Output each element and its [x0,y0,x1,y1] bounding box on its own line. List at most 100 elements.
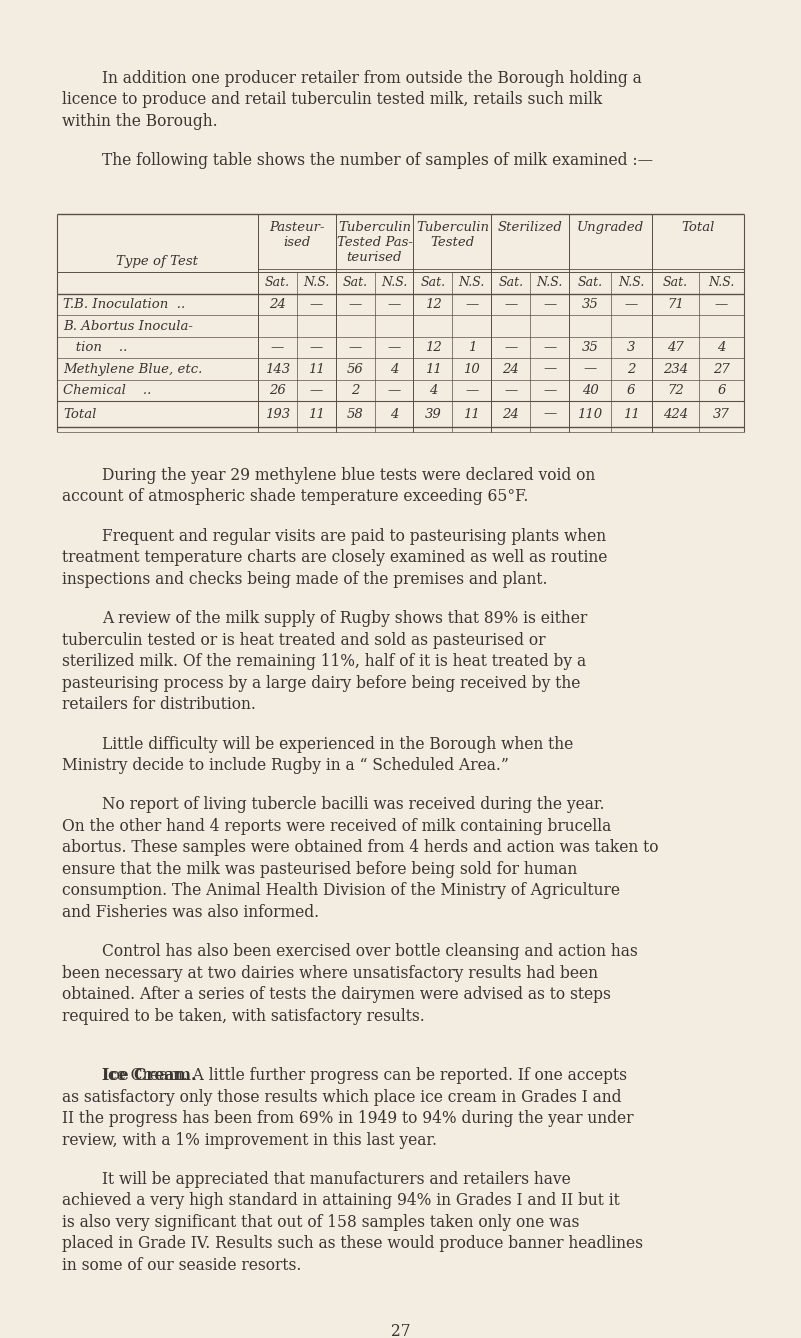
Text: inspections and checks being made of the premises and plant.: inspections and checks being made of the… [62,571,548,587]
Text: 6: 6 [718,384,726,397]
Text: Frequent and regular visits are paid to pasteurising plants when: Frequent and regular visits are paid to … [102,527,606,545]
Text: —: — [625,298,638,312]
Text: 37: 37 [713,408,730,420]
Text: —: — [543,298,557,312]
Text: —: — [505,298,517,312]
Text: N.S.: N.S. [459,277,485,289]
Text: 11: 11 [464,408,481,420]
Text: —: — [309,298,323,312]
Text: The following table shows the number of samples of milk examined :—: The following table shows the number of … [102,153,653,170]
Text: 11: 11 [623,408,640,420]
Text: placed in Grade IV. Results such as these would produce banner headlines: placed in Grade IV. Results such as thes… [62,1235,643,1252]
Text: pasteurising process by a large dairy before being received by the: pasteurising process by a large dairy be… [62,674,581,692]
Text: Chemical    ..: Chemical .. [63,384,151,397]
Text: Sat.: Sat. [343,277,368,289]
Text: in some of our seaside resorts.: in some of our seaside resorts. [62,1256,301,1274]
Text: 35: 35 [582,341,598,355]
Text: Pasteur-
ised: Pasteur- ised [269,221,324,249]
Text: —: — [388,384,400,397]
Text: Type of Test: Type of Test [116,254,199,268]
Text: 3: 3 [627,341,635,355]
Text: Ministry decide to include Rugby in a “ Scheduled Area.”: Ministry decide to include Rugby in a “ … [62,757,509,773]
Text: 4: 4 [390,363,398,376]
Text: 12: 12 [425,341,441,355]
Text: 4: 4 [718,341,726,355]
Text: and Fisheries was also informed.: and Fisheries was also informed. [62,903,319,921]
Text: 47: 47 [667,341,684,355]
Text: —: — [309,384,323,397]
Text: 1: 1 [468,341,476,355]
Text: N.S.: N.S. [537,277,563,289]
Text: N.S.: N.S. [380,277,407,289]
Text: 11: 11 [425,363,441,376]
Text: sterilized milk. Of the remaining 11%, half of it is heat treated by a: sterilized milk. Of the remaining 11%, h… [62,653,586,670]
Text: review, with a 1% improvement in this last year.: review, with a 1% improvement in this la… [62,1132,437,1148]
Text: Sat.: Sat. [498,277,523,289]
Text: 424: 424 [663,408,688,420]
Text: —: — [505,341,517,355]
Text: Sterilized: Sterilized [498,221,563,234]
Text: Sat.: Sat. [578,277,602,289]
Text: In addition one producer retailer from outside the Borough holding a: In addition one producer retailer from o… [102,70,642,87]
Text: No report of living tubercle bacilli was received during the year.: No report of living tubercle bacilli was… [102,796,605,814]
Text: N.S.: N.S. [618,277,645,289]
Text: tion    ..: tion .. [63,341,127,355]
Text: retailers for distribution.: retailers for distribution. [62,696,256,713]
Text: licence to produce and retail tuberculin tested milk, retails such milk: licence to produce and retail tuberculin… [62,91,602,108]
Text: required to be taken, with satisfactory results.: required to be taken, with satisfactory … [62,1008,425,1025]
Text: 11: 11 [308,408,324,420]
Text: consumption. The Animal Health Division of the Ministry of Agriculture: consumption. The Animal Health Division … [62,882,620,899]
Text: treatment temperature charts are closely examined as well as routine: treatment temperature charts are closely… [62,550,607,566]
Text: Sat.: Sat. [421,277,445,289]
Text: Methylene Blue, etc.: Methylene Blue, etc. [63,363,203,376]
Text: Total: Total [682,221,714,234]
Text: 56: 56 [347,363,364,376]
Text: 27: 27 [391,1323,410,1338]
Text: within the Borough.: within the Borough. [62,112,218,130]
Text: tuberculin tested or is heat treated and sold as pasteurised or: tuberculin tested or is heat treated and… [62,632,545,649]
Text: 26: 26 [269,384,285,397]
Text: 234: 234 [663,363,688,376]
Text: B. Abortus Inocula-: B. Abortus Inocula- [63,320,193,333]
Text: —: — [348,298,362,312]
Text: A review of the milk supply of Rugby shows that 89% is either: A review of the milk supply of Rugby sho… [102,610,587,628]
Text: 2: 2 [351,384,359,397]
Text: 11: 11 [308,363,324,376]
Text: During the year 29 methylene blue tests were declared void on: During the year 29 methylene blue tests … [102,467,595,484]
Text: On the other hand 4 reports were received of milk containing brucella: On the other hand 4 reports were receive… [62,818,611,835]
Text: as satisfactory only those results which place ice cream in Grades I and: as satisfactory only those results which… [62,1089,622,1105]
Text: Control has also been exercised over bottle cleansing and action has: Control has also been exercised over bot… [102,943,638,961]
Text: —: — [465,384,478,397]
Text: —: — [465,298,478,312]
Text: Tuberculin
Tested Pas-
teurised: Tuberculin Tested Pas- teurised [336,221,413,264]
Text: —: — [543,341,557,355]
Text: —: — [388,341,400,355]
Text: 6: 6 [627,384,635,397]
Text: Total: Total [63,408,96,420]
Text: 10: 10 [464,363,481,376]
Text: 110: 110 [578,408,602,420]
Text: T.B. Inoculation  ..: T.B. Inoculation .. [63,298,185,312]
Text: 4: 4 [390,408,398,420]
Text: —: — [388,298,400,312]
Text: —: — [309,341,323,355]
Text: achieved a very high standard in attaining 94% in Grades I and II but it: achieved a very high standard in attaini… [62,1192,620,1210]
Text: 39: 39 [425,408,441,420]
Text: Tuberculin
Tested: Tuberculin Tested [416,221,489,249]
Text: obtained. After a series of tests the dairymen were advised as to steps: obtained. After a series of tests the da… [62,986,611,1004]
Text: 12: 12 [425,298,441,312]
Text: 58: 58 [347,408,364,420]
Text: Little difficulty will be experienced in the Borough when the: Little difficulty will be experienced in… [102,736,574,752]
Text: 71: 71 [667,298,684,312]
Text: II the progress has been from 69% in 1949 to 94% during the year under: II the progress has been from 69% in 194… [62,1111,634,1127]
Text: N.S.: N.S. [303,277,329,289]
Text: Ice Cream.: Ice Cream. [102,1068,196,1084]
Text: Sat.: Sat. [264,277,290,289]
Text: N.S.: N.S. [708,277,735,289]
Text: —: — [348,341,362,355]
Text: been necessary at two dairies where unsatisfactory results had been: been necessary at two dairies where unsa… [62,965,598,982]
Text: —: — [583,363,597,376]
Text: abortus. These samples were obtained from 4 herds and action was taken to: abortus. These samples were obtained fro… [62,839,658,856]
Text: Sat.: Sat. [663,277,688,289]
Text: 2: 2 [627,363,635,376]
